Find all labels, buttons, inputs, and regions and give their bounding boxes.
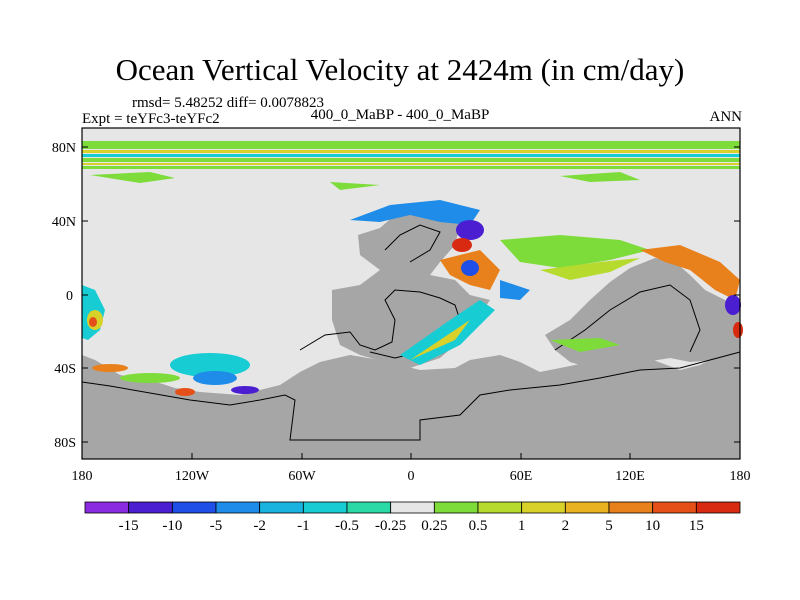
lat-tick-label: 80S xyxy=(54,436,76,451)
colorbar-label: 15 xyxy=(689,518,704,534)
colorbar-swatch xyxy=(608,501,654,514)
colorbar-label: 10 xyxy=(645,518,660,534)
patch-north-margin xyxy=(350,200,480,225)
colorbar-swatch xyxy=(84,501,130,514)
lon-tick-label: 60W xyxy=(288,469,316,484)
patch-east-darkblue xyxy=(725,295,741,315)
patch-orange-south xyxy=(92,364,128,372)
patch-darkblue-south xyxy=(231,386,259,394)
colorbar-label: 1 xyxy=(518,518,526,534)
colorbar-swatch xyxy=(564,501,610,514)
colorbar-label: 0.25 xyxy=(421,518,447,534)
patch-west-red xyxy=(89,317,97,327)
north-patch-1 xyxy=(90,172,175,183)
southern-landmass xyxy=(82,345,740,459)
lon-tick-marks xyxy=(81,453,741,459)
colorbar-label: -1 xyxy=(297,518,310,534)
north-patch-3 xyxy=(560,172,640,182)
lat-tick-label: 40S xyxy=(54,362,76,377)
colorbar-label: -15 xyxy=(119,518,139,534)
colorbar-swatch xyxy=(302,501,348,514)
colorbar-label: -5 xyxy=(210,518,223,534)
colorbar-swatch xyxy=(695,501,741,514)
colorbar-label: -0.5 xyxy=(335,518,359,534)
colorbar-label: -2 xyxy=(253,518,266,534)
arctic-band-cyan xyxy=(82,154,740,157)
lon-tick-label: 60E xyxy=(510,469,533,484)
period-label: ANN xyxy=(709,109,743,125)
patch-east-green xyxy=(500,235,650,268)
colorbar: -15 -10 -5 -2 -1 -0.5 -0.25 0.25 0.5 1 2 5 10 15 xyxy=(84,501,741,534)
boundary-south xyxy=(81,351,741,441)
patch-cyan-south xyxy=(170,353,250,377)
colorbar-swatch xyxy=(433,501,479,514)
patch-green-south xyxy=(120,373,180,383)
colorbar-label: -10 xyxy=(162,518,182,534)
colorbar-swatch xyxy=(259,501,304,514)
lon-tick-label: 180 xyxy=(730,469,751,484)
patch-east-blue xyxy=(500,280,530,300)
colorbar-swatch xyxy=(521,501,566,514)
lat-tick-label: 0 xyxy=(66,289,73,304)
north-patch-2 xyxy=(330,182,380,190)
colorbar-swatch xyxy=(128,501,173,514)
colorbar-swatch xyxy=(477,501,523,514)
boundary-north-central xyxy=(384,224,441,263)
lat-tick-marks xyxy=(82,146,740,443)
patch-southeast-green xyxy=(550,338,620,352)
patch-east-lime xyxy=(540,258,640,280)
patch-red-south xyxy=(175,388,195,396)
lat-tick-label: 80N xyxy=(52,141,76,156)
arctic-band-green-3 xyxy=(82,166,740,169)
patch-rift-cyan xyxy=(400,300,495,365)
stats-line: rmsd= 5.48252 diff= 0.0078823 xyxy=(132,95,325,111)
velocity-patches xyxy=(82,200,743,396)
colorbar-label: 2 xyxy=(562,518,570,534)
patch-east-red xyxy=(733,322,743,338)
lon-tick-label: 180 xyxy=(72,469,93,484)
colorbar-swatch xyxy=(346,501,392,514)
boundary-lines xyxy=(81,224,741,441)
arctic-band-yellow xyxy=(82,150,740,153)
colorbar-swatch xyxy=(171,501,217,514)
lon-tick-label: 120W xyxy=(175,469,210,484)
colorbar-label: 5 xyxy=(605,518,613,534)
arctic-band-yellow-2 xyxy=(82,163,740,165)
lon-tick-label: 120E xyxy=(615,469,645,484)
patch-rift-yellow xyxy=(410,320,470,360)
colorbar-swatch xyxy=(390,501,435,514)
comparison-label: 400_0_MaBP - 400_0_MaBP xyxy=(310,107,490,123)
patch-blue-south xyxy=(193,371,237,385)
colorbar-label: 0.5 xyxy=(469,518,488,534)
patch-north-red xyxy=(452,238,472,252)
chart-title: Ocean Vertical Velocity at 2424m (in cm/… xyxy=(115,52,685,87)
boundary-east xyxy=(554,284,701,353)
colorbar-swatch xyxy=(215,501,261,514)
experiment-label: Expt = teYFc3-teYFc2 xyxy=(82,111,220,127)
colorbar-swatch xyxy=(652,501,697,514)
patch-north-darkblue xyxy=(456,220,484,240)
patch-north-blue xyxy=(461,260,479,276)
lat-tick-label: 40N xyxy=(52,215,76,230)
patch-east-orange xyxy=(640,245,740,300)
colorbar-label: -0.25 xyxy=(375,518,406,534)
lon-tick-label: 0 xyxy=(408,469,415,484)
arctic-band-green xyxy=(82,141,740,149)
arctic-band-green-2 xyxy=(82,158,740,162)
